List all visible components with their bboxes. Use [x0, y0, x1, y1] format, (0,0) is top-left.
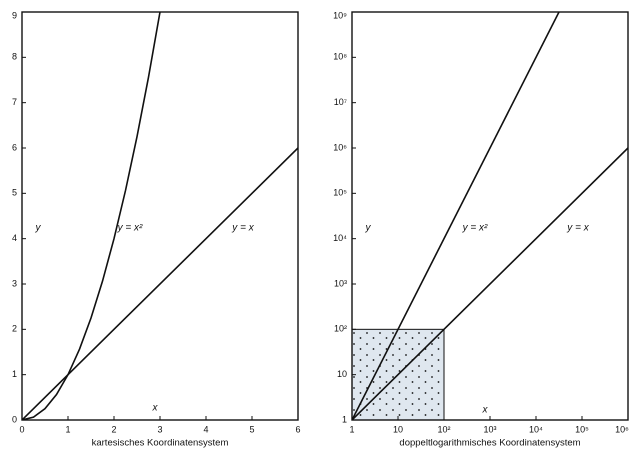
y-tick-label: 7 [12, 97, 17, 107]
series-line [352, 12, 560, 420]
y-tick-label: 10 [337, 369, 347, 379]
series-label: y = x [231, 223, 254, 234]
y-tick-label: 5 [12, 188, 17, 198]
series-label: y = x² [117, 223, 143, 234]
x-axis-label: x [482, 405, 489, 416]
x-tick-label: 0 [19, 424, 24, 434]
x-tick-label: 10 [393, 424, 403, 434]
y-tick-label: 8 [12, 52, 17, 62]
x-tick-label: 10² [437, 424, 450, 434]
x-tick-label: 5 [249, 424, 254, 434]
x-tick-label: 10⁶ [615, 424, 629, 434]
y-tick-label: 3 [12, 278, 17, 288]
series-line [352, 147, 628, 420]
x-tick-label: 10⁵ [575, 424, 589, 434]
y-tick-label: 4 [12, 233, 17, 243]
y-tick-label: 10⁸ [333, 52, 347, 62]
caption: doppeltlogarithmisches Koordinatensystem [399, 438, 580, 449]
y-tick-label: 10⁶ [333, 142, 347, 152]
series-line [22, 147, 298, 420]
x-tick-label: 1 [65, 424, 70, 434]
y-tick-label: 10⁵ [333, 188, 347, 198]
caption: kartesisches Koordinatensystem [92, 438, 229, 449]
y-tick-label: 10⁷ [334, 97, 347, 107]
x-tick-label: 6 [295, 424, 300, 434]
x-tick-label: 2 [111, 424, 116, 434]
y-tick-label: 0 [12, 414, 17, 424]
y-tick-label: 1 [342, 414, 347, 424]
x-tick-label: 1 [349, 424, 354, 434]
plot-lines [352, 12, 628, 420]
x-tick-label: 4 [203, 424, 208, 434]
y-tick-label: 10⁹ [333, 10, 347, 20]
x-axis-label: x [152, 403, 159, 414]
x-tick-label: 3 [157, 424, 162, 434]
y-tick-label: 1 [12, 369, 17, 379]
series-label: y = x [566, 223, 589, 234]
y-axis-label: y [35, 223, 42, 234]
y-tick-label: 6 [12, 142, 17, 152]
plot-frame [21, 11, 299, 421]
series-label: y = x² [462, 223, 488, 234]
y-tick-label: 10⁴ [333, 233, 347, 243]
y-tick-label: 2 [12, 324, 17, 334]
x-tick-label: 10³ [483, 424, 496, 434]
plot-lines [22, 12, 298, 420]
y-tick-label: 10² [334, 324, 347, 334]
y-axis-label: y [365, 223, 372, 234]
y-tick-label: 10³ [334, 278, 347, 288]
y-tick-label: 9 [12, 10, 17, 20]
x-tick-label: 10⁴ [529, 424, 543, 434]
series-line [22, 12, 161, 420]
